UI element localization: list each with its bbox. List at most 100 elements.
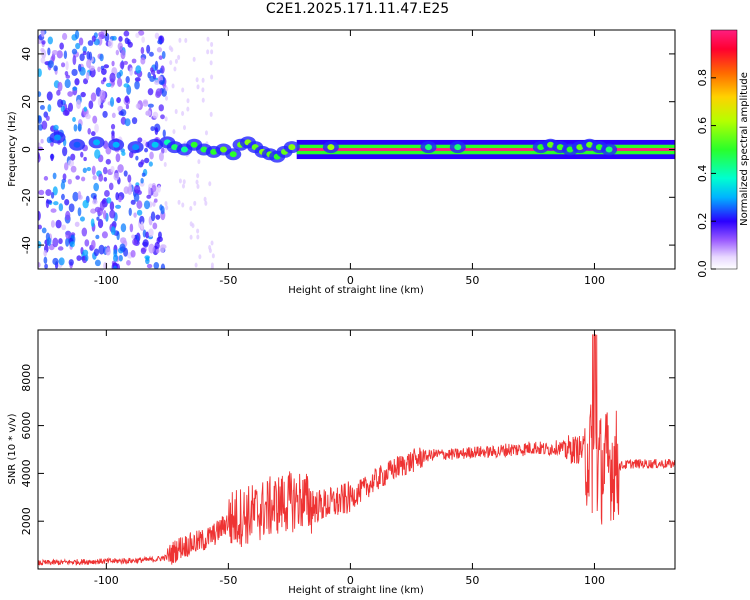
spectrogram-noise-cell bbox=[151, 184, 157, 193]
spectrogram-noise-cell bbox=[47, 47, 51, 56]
spectrogram-noise-cell bbox=[61, 193, 65, 201]
colorbar-label: Normalized spectral amplitude bbox=[739, 72, 750, 226]
spectrogram-noise-cell bbox=[186, 98, 190, 104]
spectrogram-noise-cell bbox=[196, 173, 200, 179]
spectrogram-noise-cell bbox=[194, 262, 198, 268]
spectrogram-noise-cell bbox=[123, 170, 128, 177]
spectrogram-noise-cell bbox=[112, 35, 117, 41]
spectrogram-noise-cell bbox=[120, 49, 126, 60]
spectrogram-noise-cell bbox=[149, 75, 155, 82]
spectrogram-noise-cell bbox=[165, 205, 169, 211]
spectrogram-noise-cell bbox=[116, 72, 122, 79]
spectrogram-noise-cell bbox=[86, 59, 92, 68]
spectrogram-noise-cell bbox=[47, 36, 53, 45]
spectrogram-blob bbox=[288, 144, 296, 151]
y-tick-label: 40 bbox=[20, 47, 33, 61]
spectrogram-noise-cell bbox=[51, 49, 58, 55]
x-tick-label: 0 bbox=[347, 274, 354, 287]
spectrogram-noise-cell bbox=[141, 172, 146, 177]
spectrogram-noise-cell bbox=[162, 129, 166, 138]
spectrogram-noise-cell bbox=[125, 76, 130, 84]
spectrogram-noise-cell bbox=[76, 99, 82, 110]
spectrogram-noise-cell bbox=[110, 123, 116, 130]
spectrogram-noise-cell bbox=[80, 151, 84, 158]
spectrogram-noise-cell bbox=[193, 200, 197, 206]
spectrogram-noise-cell bbox=[140, 46, 145, 55]
spectrogram-noise-cell bbox=[62, 146, 68, 157]
spectrogram-noise-cell bbox=[94, 206, 101, 213]
spectrogram-noise-cell bbox=[38, 210, 41, 221]
spectrogram-noise-cell bbox=[40, 47, 45, 53]
spectrogram-noise-cell bbox=[121, 151, 126, 156]
spectrogram-noise-cell bbox=[129, 67, 133, 76]
spectrogram-noise-cell bbox=[61, 62, 66, 68]
spectrogram-noise-cell bbox=[152, 222, 158, 230]
spectrogram-noise-cell bbox=[70, 153, 76, 161]
spectrogram-noise-cell bbox=[146, 194, 152, 199]
spectrogram-noise-cell bbox=[192, 56, 196, 62]
spectrogram-noise-cell bbox=[74, 221, 80, 227]
spectrogram-noise-cell bbox=[40, 57, 46, 64]
spectrogram-noise-cell bbox=[118, 36, 123, 42]
spectrogram-noise-cell bbox=[79, 216, 85, 222]
spectrogram-noise-cell bbox=[211, 253, 215, 259]
spectrogram-noise-cell bbox=[72, 55, 77, 66]
spectrogram-noise-cell bbox=[209, 111, 213, 117]
spectrogram-noise-cell bbox=[115, 204, 122, 209]
spectrogram-band-core bbox=[296, 148, 675, 151]
y-tick-label: 6000 bbox=[20, 412, 33, 440]
spectrogram-noise-cell bbox=[110, 97, 115, 107]
spectrogram-noise-cell bbox=[147, 71, 152, 79]
spectrogram-noise-cell bbox=[105, 247, 111, 256]
spectrogram-noise-cell bbox=[111, 131, 115, 142]
spectrogram-noise-cell bbox=[61, 224, 67, 231]
spectrogram-noise-cell bbox=[87, 128, 91, 135]
spectrogram-noise-cell bbox=[148, 51, 154, 57]
spectrogram-noise-cell bbox=[123, 186, 130, 194]
spectrogram-noise-cell bbox=[85, 113, 91, 120]
spectrogram-noise-cell bbox=[41, 40, 46, 45]
spectrogram-noise-cell bbox=[208, 181, 212, 187]
spectrogram-noise-cell bbox=[158, 152, 164, 162]
spectrogram-blob bbox=[595, 144, 603, 151]
spectrogram-noise-cell bbox=[84, 239, 90, 247]
spectrogram-noise-cell bbox=[115, 49, 120, 56]
spectrogram-noise-cell bbox=[90, 208, 95, 214]
spectrogram-noise-cell bbox=[90, 92, 97, 102]
spectrogram-noise-cell bbox=[189, 234, 193, 240]
spectrogram-noise-cell bbox=[77, 63, 82, 72]
spectrogram-noise-cell bbox=[134, 77, 141, 82]
spectrogram-noise-cell bbox=[91, 131, 96, 137]
spectrogram-noise-cell bbox=[98, 31, 105, 38]
spectrogram-blob bbox=[54, 134, 62, 141]
spectrogram-noise-cell bbox=[181, 87, 185, 93]
spectrogram-noise-cell bbox=[55, 219, 62, 229]
spectrogram-noise-cell bbox=[113, 172, 120, 181]
spectrogram-noise-cell bbox=[184, 37, 188, 43]
spectrogram-noise-cell bbox=[57, 246, 64, 251]
spectrogram-blob bbox=[454, 144, 462, 151]
spectrogram-noise-cell bbox=[65, 60, 69, 71]
spectrogram-noise-cell bbox=[64, 198, 70, 206]
spectrogram-noise-cell bbox=[195, 179, 199, 185]
spectrogram-noise-cell bbox=[60, 181, 66, 190]
spectrogram-noise-cell bbox=[210, 49, 214, 55]
spectrogram-noise-cell bbox=[82, 51, 87, 56]
spectrogram-noise-cell bbox=[76, 255, 82, 262]
spectrogram-noise-cell bbox=[160, 114, 165, 120]
colorbar-tick-label: 0.2 bbox=[696, 212, 709, 230]
snr-x-axis-label: Height of straight line (km) bbox=[288, 585, 424, 596]
spectrogram-noise-cell bbox=[93, 248, 100, 257]
spectrogram-noise-cell bbox=[133, 184, 141, 194]
spectrogram-noise-cell bbox=[99, 89, 106, 100]
spectrogram-noise-cell bbox=[83, 106, 88, 112]
spectrogram-noise-cell bbox=[210, 262, 214, 268]
spectrogram-noise-cell bbox=[158, 55, 163, 60]
spectrogram-noise-cell bbox=[178, 37, 182, 43]
spectrogram-noise-cell bbox=[77, 207, 82, 217]
spectrogram-noise-cell bbox=[97, 218, 104, 229]
spectrogram-noise-cell bbox=[43, 176, 49, 181]
spectrogram-noise-cell bbox=[98, 173, 104, 182]
spectrogram-noise-cell bbox=[63, 50, 68, 60]
